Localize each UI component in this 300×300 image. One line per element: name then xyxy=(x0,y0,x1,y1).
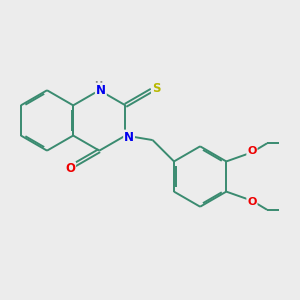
Text: O: O xyxy=(65,162,75,175)
Text: H: H xyxy=(94,81,102,91)
Text: O: O xyxy=(247,146,256,156)
Text: O: O xyxy=(247,197,256,207)
Text: N: N xyxy=(124,130,134,144)
Text: N: N xyxy=(96,84,106,97)
Text: S: S xyxy=(152,82,161,95)
